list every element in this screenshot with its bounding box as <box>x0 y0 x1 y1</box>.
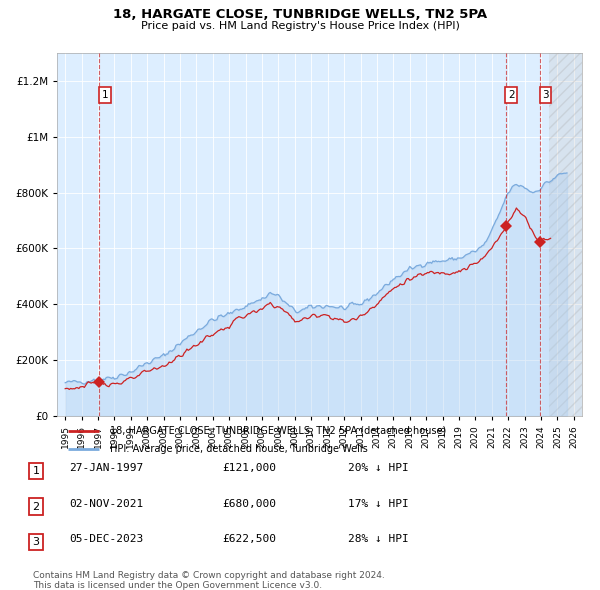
Text: £680,000: £680,000 <box>222 499 276 509</box>
Text: 18, HARGATE CLOSE, TUNBRIDGE WELLS, TN2 5PA: 18, HARGATE CLOSE, TUNBRIDGE WELLS, TN2 … <box>113 8 487 21</box>
Text: Contains HM Land Registry data © Crown copyright and database right 2024.: Contains HM Land Registry data © Crown c… <box>33 571 385 580</box>
Text: 1: 1 <box>32 466 40 476</box>
Text: 05-DEC-2023: 05-DEC-2023 <box>69 534 143 544</box>
Text: This data is licensed under the Open Government Licence v3.0.: This data is licensed under the Open Gov… <box>33 581 322 589</box>
Text: Price paid vs. HM Land Registry's House Price Index (HPI): Price paid vs. HM Land Registry's House … <box>140 21 460 31</box>
Text: 2: 2 <box>508 90 515 100</box>
Text: 17% ↓ HPI: 17% ↓ HPI <box>348 499 409 509</box>
Text: 18, HARGATE CLOSE, TUNBRIDGE WELLS, TN2 5PA (detached house): 18, HARGATE CLOSE, TUNBRIDGE WELLS, TN2 … <box>110 426 446 436</box>
Text: £121,000: £121,000 <box>222 463 276 473</box>
Text: 27-JAN-1997: 27-JAN-1997 <box>69 463 143 473</box>
Text: HPI: Average price, detached house, Tunbridge Wells: HPI: Average price, detached house, Tunb… <box>110 444 367 454</box>
Bar <box>549 53 582 416</box>
Text: 28% ↓ HPI: 28% ↓ HPI <box>348 534 409 544</box>
Text: 3: 3 <box>542 90 549 100</box>
Text: 2: 2 <box>32 502 40 512</box>
Text: 3: 3 <box>32 537 40 547</box>
Text: £622,500: £622,500 <box>222 534 276 544</box>
Text: 20% ↓ HPI: 20% ↓ HPI <box>348 463 409 473</box>
Text: 1: 1 <box>102 90 109 100</box>
Text: 02-NOV-2021: 02-NOV-2021 <box>69 499 143 509</box>
